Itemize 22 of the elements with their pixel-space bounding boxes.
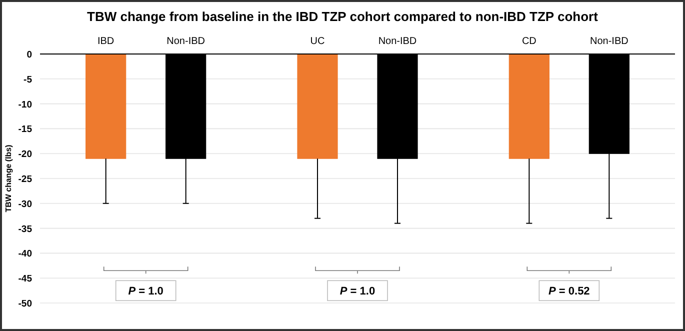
y-tick-label: -5: [24, 74, 33, 86]
annotation: P = 0.52: [548, 286, 590, 298]
y-tick-label: -50: [18, 298, 32, 310]
x-tick-label: Non-IBD: [166, 36, 206, 47]
y-tick-label: -45: [18, 274, 33, 285]
y-tick-label: 0: [26, 50, 32, 60]
chart-title: TBW change from baseline in the IBD TZP cohort compared to non-IBD TZP cohort: [87, 9, 599, 24]
y-tick-label: -30: [18, 198, 32, 210]
annotation: P = 1.0: [128, 286, 164, 298]
y-tick-label: -25: [18, 174, 33, 185]
x-tick-label: CD: [522, 36, 536, 47]
annotation: P = 1.0: [340, 286, 376, 298]
y-tick-label: -35: [18, 224, 33, 235]
y-axis-title: TBW change (lbs): [4, 144, 13, 212]
x-tick-label: Non-IBD: [590, 36, 628, 47]
x-tick-label: UC: [310, 36, 325, 47]
y-tick-label: -10: [18, 99, 32, 110]
x-tick-label: Non-IBD: [378, 36, 417, 47]
x-tick-label: IBD: [97, 36, 114, 47]
y-tick-label: -20: [18, 149, 32, 160]
y-tick-label: -15: [18, 124, 33, 136]
y-tick-label: -40: [18, 248, 32, 260]
